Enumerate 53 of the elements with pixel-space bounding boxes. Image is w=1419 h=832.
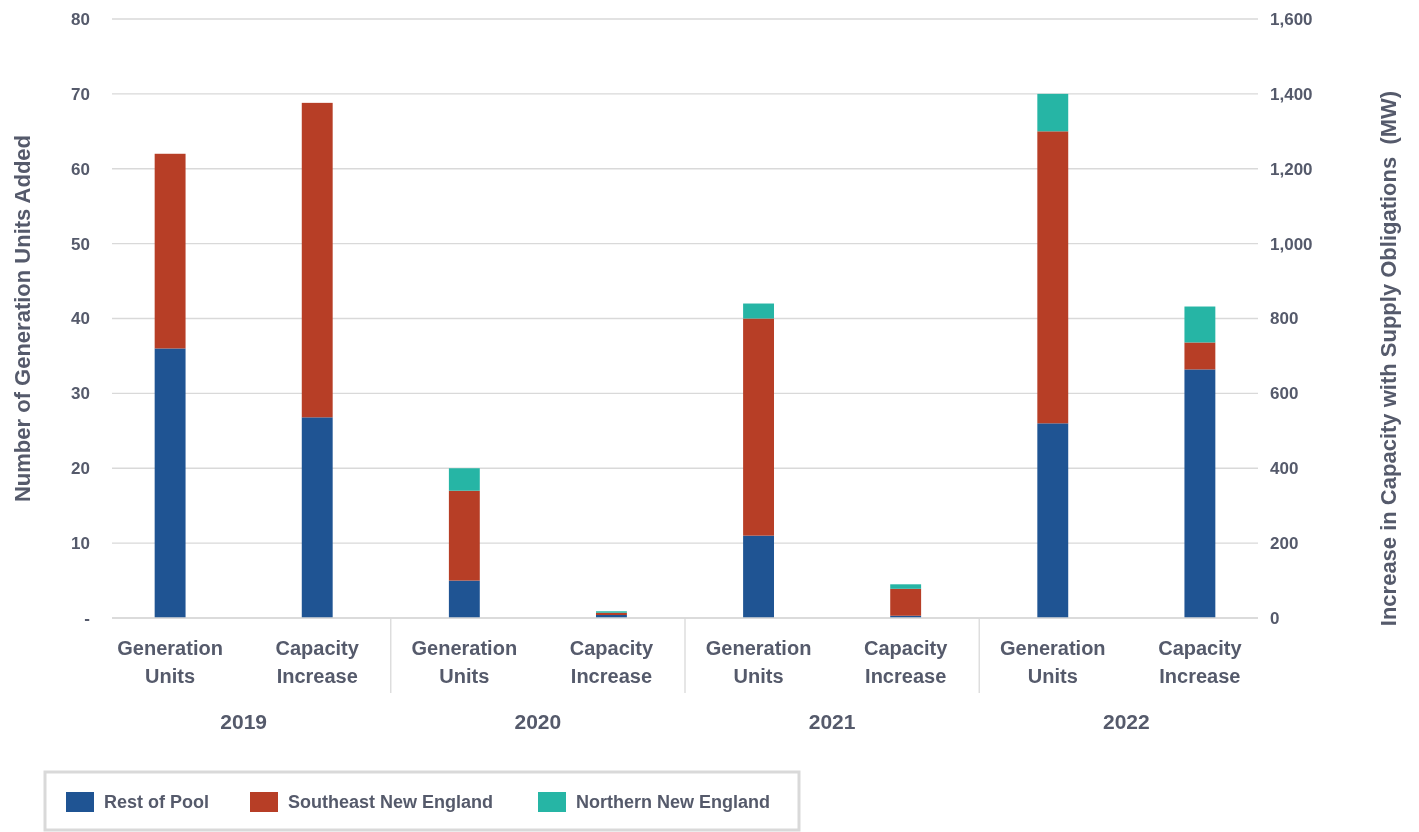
x-tick-label: Generation Units <box>705 637 812 687</box>
y2-axis-title: Increase in Capacity with Supply Obligations (MW) <box>1376 90 1401 627</box>
y-tick-label: 50 <box>71 234 90 254</box>
x-tick-label: Generation Units <box>117 637 223 687</box>
y-tick-label: 10 <box>71 534 90 554</box>
y2-tick-label: 800 <box>1270 309 1299 329</box>
y2-tick-label: 1,600 <box>1270 9 1313 29</box>
bar <box>743 303 774 319</box>
y-tick-label: 80 <box>71 9 90 29</box>
bar <box>1037 131 1069 424</box>
bar <box>154 153 186 349</box>
x-tick-label: Capacity Increase <box>863 637 949 687</box>
bar <box>301 102 333 418</box>
bar <box>743 535 774 618</box>
y-axis-title: Number of Generation Units Added <box>10 134 35 503</box>
bar <box>890 584 922 589</box>
y-tick-label: 60 <box>71 159 90 179</box>
y2-tick-label: 400 <box>1270 459 1299 479</box>
bar <box>448 580 480 618</box>
bar <box>448 468 480 491</box>
y2-tick-label: 600 <box>1270 384 1299 404</box>
bar <box>890 588 922 616</box>
text: 2022 <box>1102 710 1150 733</box>
legend-label: Southeast New England <box>288 792 494 813</box>
bar <box>743 318 774 536</box>
y2-tick-label: 1,200 <box>1270 159 1313 179</box>
x-tick-label: Capacity Increase <box>275 637 360 687</box>
legend-label: Northern New England <box>576 792 771 813</box>
x-tick-label: Generation Units <box>411 637 518 687</box>
y2-tick-label: 200 <box>1270 534 1299 554</box>
y-tick-label: 30 <box>71 384 90 404</box>
y-tick-label: 20 <box>71 459 90 479</box>
bar <box>301 417 333 618</box>
legend-label: Rest of Pool <box>104 792 210 813</box>
x-tick-label: Generation Units <box>999 637 1106 687</box>
bar <box>1037 93 1069 132</box>
y-tick-label: 70 <box>71 84 90 104</box>
text: 2021 <box>808 710 856 733</box>
y2-tick-label: 1,000 <box>1270 234 1313 254</box>
x-tick-label: Capacity Increase <box>1158 637 1243 687</box>
y-tick-label: - <box>84 608 90 628</box>
y2-tick-label: 0 <box>1270 608 1280 628</box>
bar <box>448 490 480 581</box>
bar <box>1037 423 1069 618</box>
bar <box>1184 369 1216 618</box>
text: 2019 <box>220 710 268 733</box>
y2-tick-label: 1,400 <box>1270 84 1313 104</box>
bar <box>1184 306 1216 343</box>
text: 2020 <box>514 710 562 733</box>
bar <box>1184 342 1216 370</box>
y-tick-label: 40 <box>71 309 90 329</box>
x-tick-label: Capacity Increase <box>569 637 654 687</box>
bar <box>154 348 186 618</box>
